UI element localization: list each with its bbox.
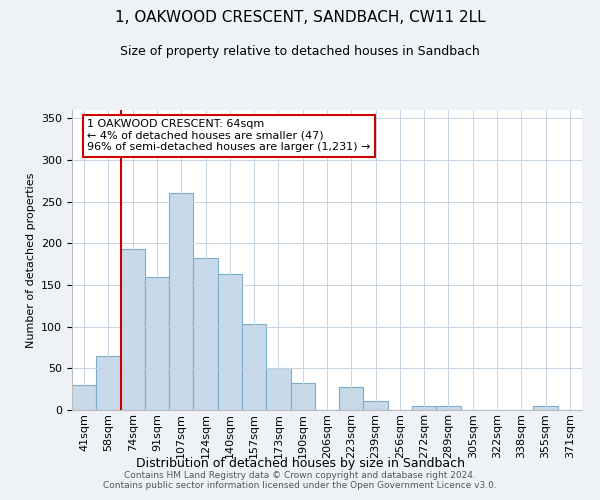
Bar [436, 406, 461, 410]
Text: Size of property relative to detached houses in Sandbach: Size of property relative to detached ho… [120, 45, 480, 58]
Bar [533, 406, 558, 410]
Text: Contains HM Land Registry data © Crown copyright and database right 2024.
Contai: Contains HM Land Registry data © Crown c… [103, 470, 497, 490]
Bar [169, 194, 193, 410]
Bar [145, 276, 169, 410]
Bar [193, 258, 218, 410]
Text: 1 OAKWOOD CRESCENT: 64sqm
← 4% of detached houses are smaller (47)
96% of semi-d: 1 OAKWOOD CRESCENT: 64sqm ← 4% of detach… [88, 119, 371, 152]
Bar [364, 401, 388, 410]
Text: Distribution of detached houses by size in Sandbach: Distribution of detached houses by size … [136, 458, 464, 470]
Y-axis label: Number of detached properties: Number of detached properties [26, 172, 35, 348]
Bar [290, 382, 315, 410]
Bar [121, 249, 145, 410]
Bar [339, 386, 364, 410]
Bar [218, 274, 242, 410]
Bar [266, 368, 290, 410]
Bar [412, 406, 436, 410]
Text: 1, OAKWOOD CRESCENT, SANDBACH, CW11 2LL: 1, OAKWOOD CRESCENT, SANDBACH, CW11 2LL [115, 10, 485, 25]
Bar [72, 385, 96, 410]
Bar [242, 324, 266, 410]
Bar [96, 356, 121, 410]
